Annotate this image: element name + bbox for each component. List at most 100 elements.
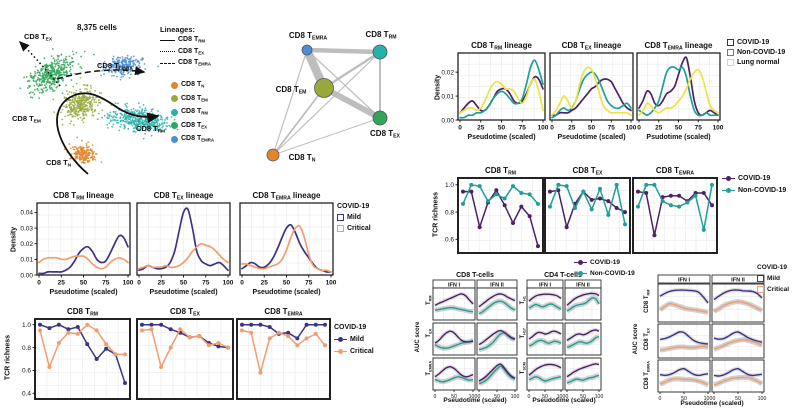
density_status-panel-2 bbox=[638, 56, 719, 117]
umap-cell-count: 8,375 cells bbox=[76, 23, 118, 32]
legend-item-trm: CD8 TRM bbox=[171, 107, 214, 118]
dot-line-icon bbox=[574, 260, 587, 265]
umap-label-n: CD8 TN bbox=[46, 158, 72, 168]
auc-cd4-title: CD4 T-cells bbox=[544, 272, 582, 279]
row-label-cd8-tex: CD8 TEX bbox=[643, 328, 651, 351]
network-label-rm: CD8 TRM bbox=[365, 30, 396, 40]
svg-text:Pseudotime (scaled): Pseudotime (scaled) bbox=[557, 134, 625, 141]
svg-text:1.0: 1.0 bbox=[22, 322, 31, 329]
tcr-status-ylabel: TCR richness bbox=[432, 191, 440, 238]
svg-text:IFN I: IFN I bbox=[539, 282, 552, 288]
network-label-ex: CD8 TEX bbox=[370, 129, 401, 139]
status-legend-density: COVID-19 Non-COVID-19 Lung normal bbox=[727, 38, 785, 67]
tcr_status-panel-1 bbox=[548, 182, 627, 230]
svg-text:25: 25 bbox=[655, 125, 663, 132]
dot-line-icon bbox=[574, 271, 587, 276]
svg-text:0.00: 0.00 bbox=[441, 117, 454, 124]
square-icon bbox=[337, 214, 344, 221]
density_severity-panel-0 bbox=[38, 234, 129, 275]
svg-text:50: 50 bbox=[283, 280, 291, 287]
svg-text:0.02: 0.02 bbox=[441, 69, 454, 76]
svg-text:0.03: 0.03 bbox=[20, 225, 33, 232]
severity-legend-auc: COVID-19 Mild Critical bbox=[757, 263, 789, 294]
network-label-n: CD8 TN bbox=[289, 153, 316, 163]
svg-text:75: 75 bbox=[102, 280, 110, 287]
svg-text:IFN II: IFN II bbox=[731, 277, 745, 283]
density-status-ylabel: Density bbox=[434, 74, 442, 101]
svg-text:CD8 TEMRA lineage: CD8 TEMRA lineage bbox=[645, 41, 714, 51]
density-by-severity-charts: CD8 TRM lineage 0 25 50 75 100 Pseudotime (sca… bbox=[20, 191, 337, 296]
svg-text:50: 50 bbox=[675, 125, 683, 132]
svg-text:25: 25 bbox=[261, 280, 269, 287]
legend-item-noncovid: Non-COVID-19 bbox=[722, 186, 786, 195]
svg-text:0.4: 0.4 bbox=[22, 391, 31, 398]
legend-item-critical: Critical bbox=[337, 224, 371, 233]
severity-legend-tcr: COVID-19 Mild Critical bbox=[334, 323, 374, 356]
svg-text:0.00: 0.00 bbox=[20, 272, 33, 279]
svg-text:25: 25 bbox=[58, 280, 66, 287]
svg-text:0: 0 bbox=[240, 280, 244, 287]
svg-text:100: 100 bbox=[713, 125, 724, 132]
dotted-line-icon bbox=[160, 51, 175, 53]
dashed-line-icon bbox=[160, 62, 175, 64]
auc-status-ylabel: AUC score bbox=[415, 321, 421, 353]
svg-text:0: 0 bbox=[550, 125, 554, 132]
severity-legend-title: COVID-19 bbox=[334, 324, 367, 331]
network-label-emra: CD8 TEMRA bbox=[289, 31, 327, 41]
legend-item-covid: COVID-19 bbox=[727, 38, 785, 47]
severity-legend-title: COVID-19 bbox=[757, 264, 787, 271]
density_status-panel-1 bbox=[551, 66, 632, 119]
status-legend-auc: COVID-19 Non-COVID-19 bbox=[574, 258, 635, 278]
svg-text:Psudotime (scaled): Psudotime (scaled) bbox=[646, 134, 710, 141]
legend-item-lineage-ex: CD8 TEX bbox=[160, 47, 211, 58]
legend-item-mild: Mild bbox=[334, 335, 374, 344]
dot-line-icon bbox=[722, 188, 735, 193]
legend-item-lineage-rm: CD8 TRM bbox=[160, 35, 211, 46]
network-label-em: CD8 TEM bbox=[276, 85, 307, 95]
svg-text:IFN I: IFN I bbox=[678, 277, 691, 283]
square-icon bbox=[757, 286, 764, 293]
auc-severity-xlabel: Pseudotime (scaled) bbox=[680, 400, 744, 407]
svg-text:100: 100 bbox=[626, 125, 637, 132]
dot-icon bbox=[171, 95, 178, 103]
row-label-cd8-trm: CD8 TRM bbox=[643, 289, 651, 313]
svg-text:0: 0 bbox=[566, 394, 569, 400]
svg-text:0: 0 bbox=[434, 394, 437, 400]
svg-text:0.6: 0.6 bbox=[445, 237, 454, 244]
network-node-em bbox=[314, 78, 334, 98]
square-icon bbox=[757, 275, 764, 282]
legend-item-critical: Critical bbox=[334, 347, 374, 356]
svg-text:100: 100 bbox=[326, 280, 337, 287]
svg-text:CD8 TRM: CD8 TRM bbox=[485, 166, 516, 176]
auc-cd8-xlabel: Pseudotime (scaled) bbox=[443, 397, 507, 404]
svg-text:100: 100 bbox=[595, 394, 604, 400]
tcr_status-panel-2 bbox=[636, 182, 714, 238]
svg-text:25: 25 bbox=[158, 280, 166, 287]
umap-label-rm: CD8 TRM bbox=[136, 124, 165, 134]
svg-text:CD8 TRM lineage: CD8 TRM lineage bbox=[53, 191, 114, 201]
svg-text:100: 100 bbox=[538, 125, 549, 132]
lineage-network: CD8 TEMRA CD8 TRM CD8 TEM CD8 TEX CD8 TN bbox=[266, 30, 401, 163]
legend-item-mild: Mild bbox=[337, 213, 371, 222]
svg-text:50: 50 bbox=[494, 394, 500, 400]
svg-text:CD8 TRM: CD8 TRM bbox=[67, 307, 98, 317]
svg-text:1.0: 1.0 bbox=[445, 182, 454, 189]
svg-text:0.02: 0.02 bbox=[20, 241, 33, 248]
svg-text:CD8 TRM lineage: CD8 TRM lineage bbox=[471, 41, 532, 51]
dot-line-icon bbox=[334, 349, 347, 354]
legend-item-tn: CD8 TN bbox=[171, 80, 214, 91]
svg-text:Pseudotime (scaled): Pseudotime (scaled) bbox=[49, 289, 117, 296]
svg-text:CD8 TEMRA: CD8 TEMRA bbox=[656, 166, 694, 176]
dot-icon bbox=[171, 135, 178, 143]
svg-text:IFN II: IFN II bbox=[576, 282, 590, 288]
square-icon bbox=[337, 225, 344, 232]
svg-text:CD8 TEX lineage: CD8 TEX lineage bbox=[562, 41, 622, 51]
svg-text:100: 100 bbox=[223, 280, 234, 287]
svg-text:0: 0 bbox=[37, 280, 41, 287]
legend-item-covid: COVID-19 bbox=[722, 174, 786, 183]
svg-text:IFN I: IFN I bbox=[448, 282, 461, 288]
svg-text:CD8 TEMRA lineage: CD8 TEMRA lineage bbox=[253, 191, 322, 201]
svg-text:0.01: 0.01 bbox=[20, 257, 33, 264]
